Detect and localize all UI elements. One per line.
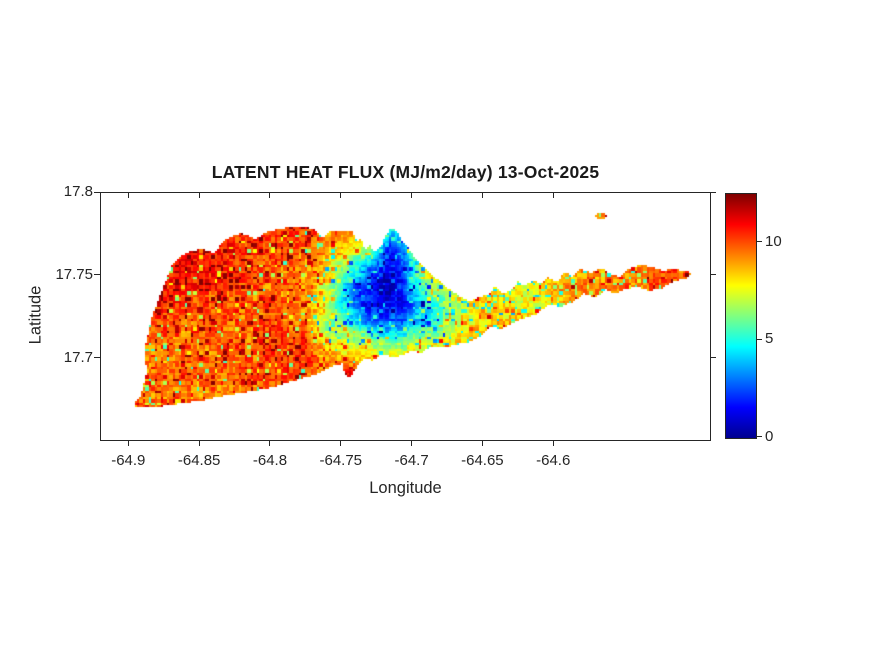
colorbar-gradient [726,194,756,438]
x-axis-tick [552,440,554,446]
x-axis-tick [127,440,129,446]
y-axis-tick [94,191,100,193]
x-axis-tick-top [411,193,413,198]
x-tick-label: -64.9 [111,452,146,469]
x-axis-tick-top [127,193,129,198]
y-axis-tick-right [711,274,716,276]
y-axis-tick [94,274,100,276]
x-axis-tick-top [198,193,200,198]
y-axis-tick-right [711,357,716,359]
x-axis-tick [411,440,413,446]
y-axis-tick [94,357,100,359]
colorbar-tick [757,241,762,243]
y-tick-label: 17.7 [63,348,93,366]
plot-area [100,192,711,441]
x-tick-label: -64.8 [252,452,288,469]
x-tick-label: -64.65 [461,452,504,469]
plot-title: LATENT HEAT FLUX (MJ/m2/day) 13-Oct-2025 [211,162,600,182]
colorbar-tick-label: 5 [765,330,774,348]
x-axis-tick-top [481,193,483,198]
x-tick-label: -64.7 [394,452,429,469]
x-axis-tick [340,440,342,446]
x-tick-label: -64.85 [177,452,221,469]
y-axis-tick-right [711,191,716,193]
x-axis-tick-top [552,193,554,198]
x-axis-tick [269,440,271,446]
colorbar-tick-label: 0 [765,428,774,445]
x-axis-tick-top [269,193,271,198]
x-axis-tick-top [340,193,342,198]
heatmap-canvas [101,193,710,440]
colorbar [725,193,757,439]
x-tick-label: -64.6 [536,452,571,469]
x-tick-label: -64.75 [319,452,363,469]
y-tick-label: 17.8 [63,183,93,200]
colorbar-tick [757,338,762,340]
x-axis-tick [198,440,200,446]
colorbar-tick-label: 10 [765,232,782,250]
y-axis-label: Latitude [26,285,45,345]
x-axis-tick [481,440,483,446]
colorbar-tick [757,435,762,437]
x-axis-label: Longitude [369,479,442,497]
y-tick-label: 17.75 [55,265,93,283]
